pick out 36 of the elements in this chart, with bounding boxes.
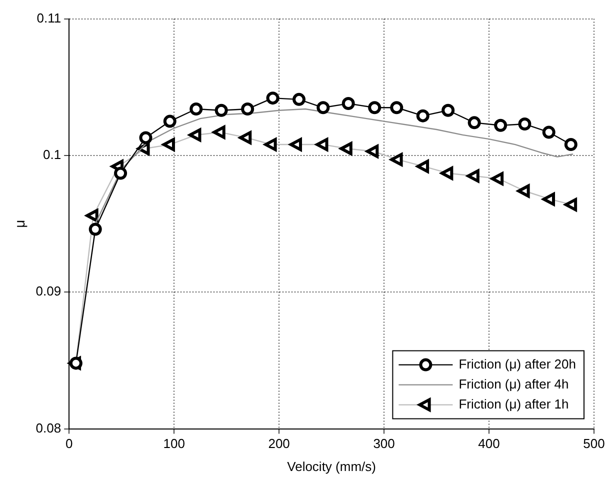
legend-label: Friction (μ) after 1h <box>458 396 569 412</box>
point <box>266 92 280 105</box>
point <box>468 116 481 130</box>
point <box>190 102 203 116</box>
point <box>292 92 306 106</box>
x-tick-label: 0 <box>65 436 73 452</box>
point <box>139 131 152 144</box>
point <box>163 114 176 128</box>
point <box>88 222 102 236</box>
point <box>542 126 556 139</box>
y-tick-label: 0.1 <box>43 147 62 162</box>
legend-label: Friction (μ) after 4h <box>458 376 569 392</box>
x-axis-title: Velocity (mm/s) <box>287 458 376 474</box>
x-tick-label: 500 <box>583 436 605 452</box>
y-axis-title: μ <box>11 220 28 228</box>
point <box>316 101 330 114</box>
point <box>518 118 532 131</box>
point <box>114 166 128 180</box>
point <box>69 356 82 370</box>
point <box>214 104 228 117</box>
point <box>241 102 254 116</box>
y-tick-label: 0.11 <box>36 10 62 26</box>
y-tick-label: 0.08 <box>36 420 62 436</box>
point <box>368 101 382 114</box>
x-tick-label: 100 <box>163 436 185 452</box>
x-tick-label: 400 <box>478 436 500 452</box>
legend-label: Friction (μ) after 20h <box>458 356 576 372</box>
y-tick-label: 0.09 <box>36 284 62 299</box>
point <box>416 109 430 122</box>
x-tick-label: 300 <box>373 436 395 452</box>
point <box>494 118 508 132</box>
x-tick-label: 200 <box>268 436 290 452</box>
point <box>564 138 578 152</box>
point <box>390 101 404 114</box>
point <box>342 97 355 110</box>
point <box>442 104 455 117</box>
